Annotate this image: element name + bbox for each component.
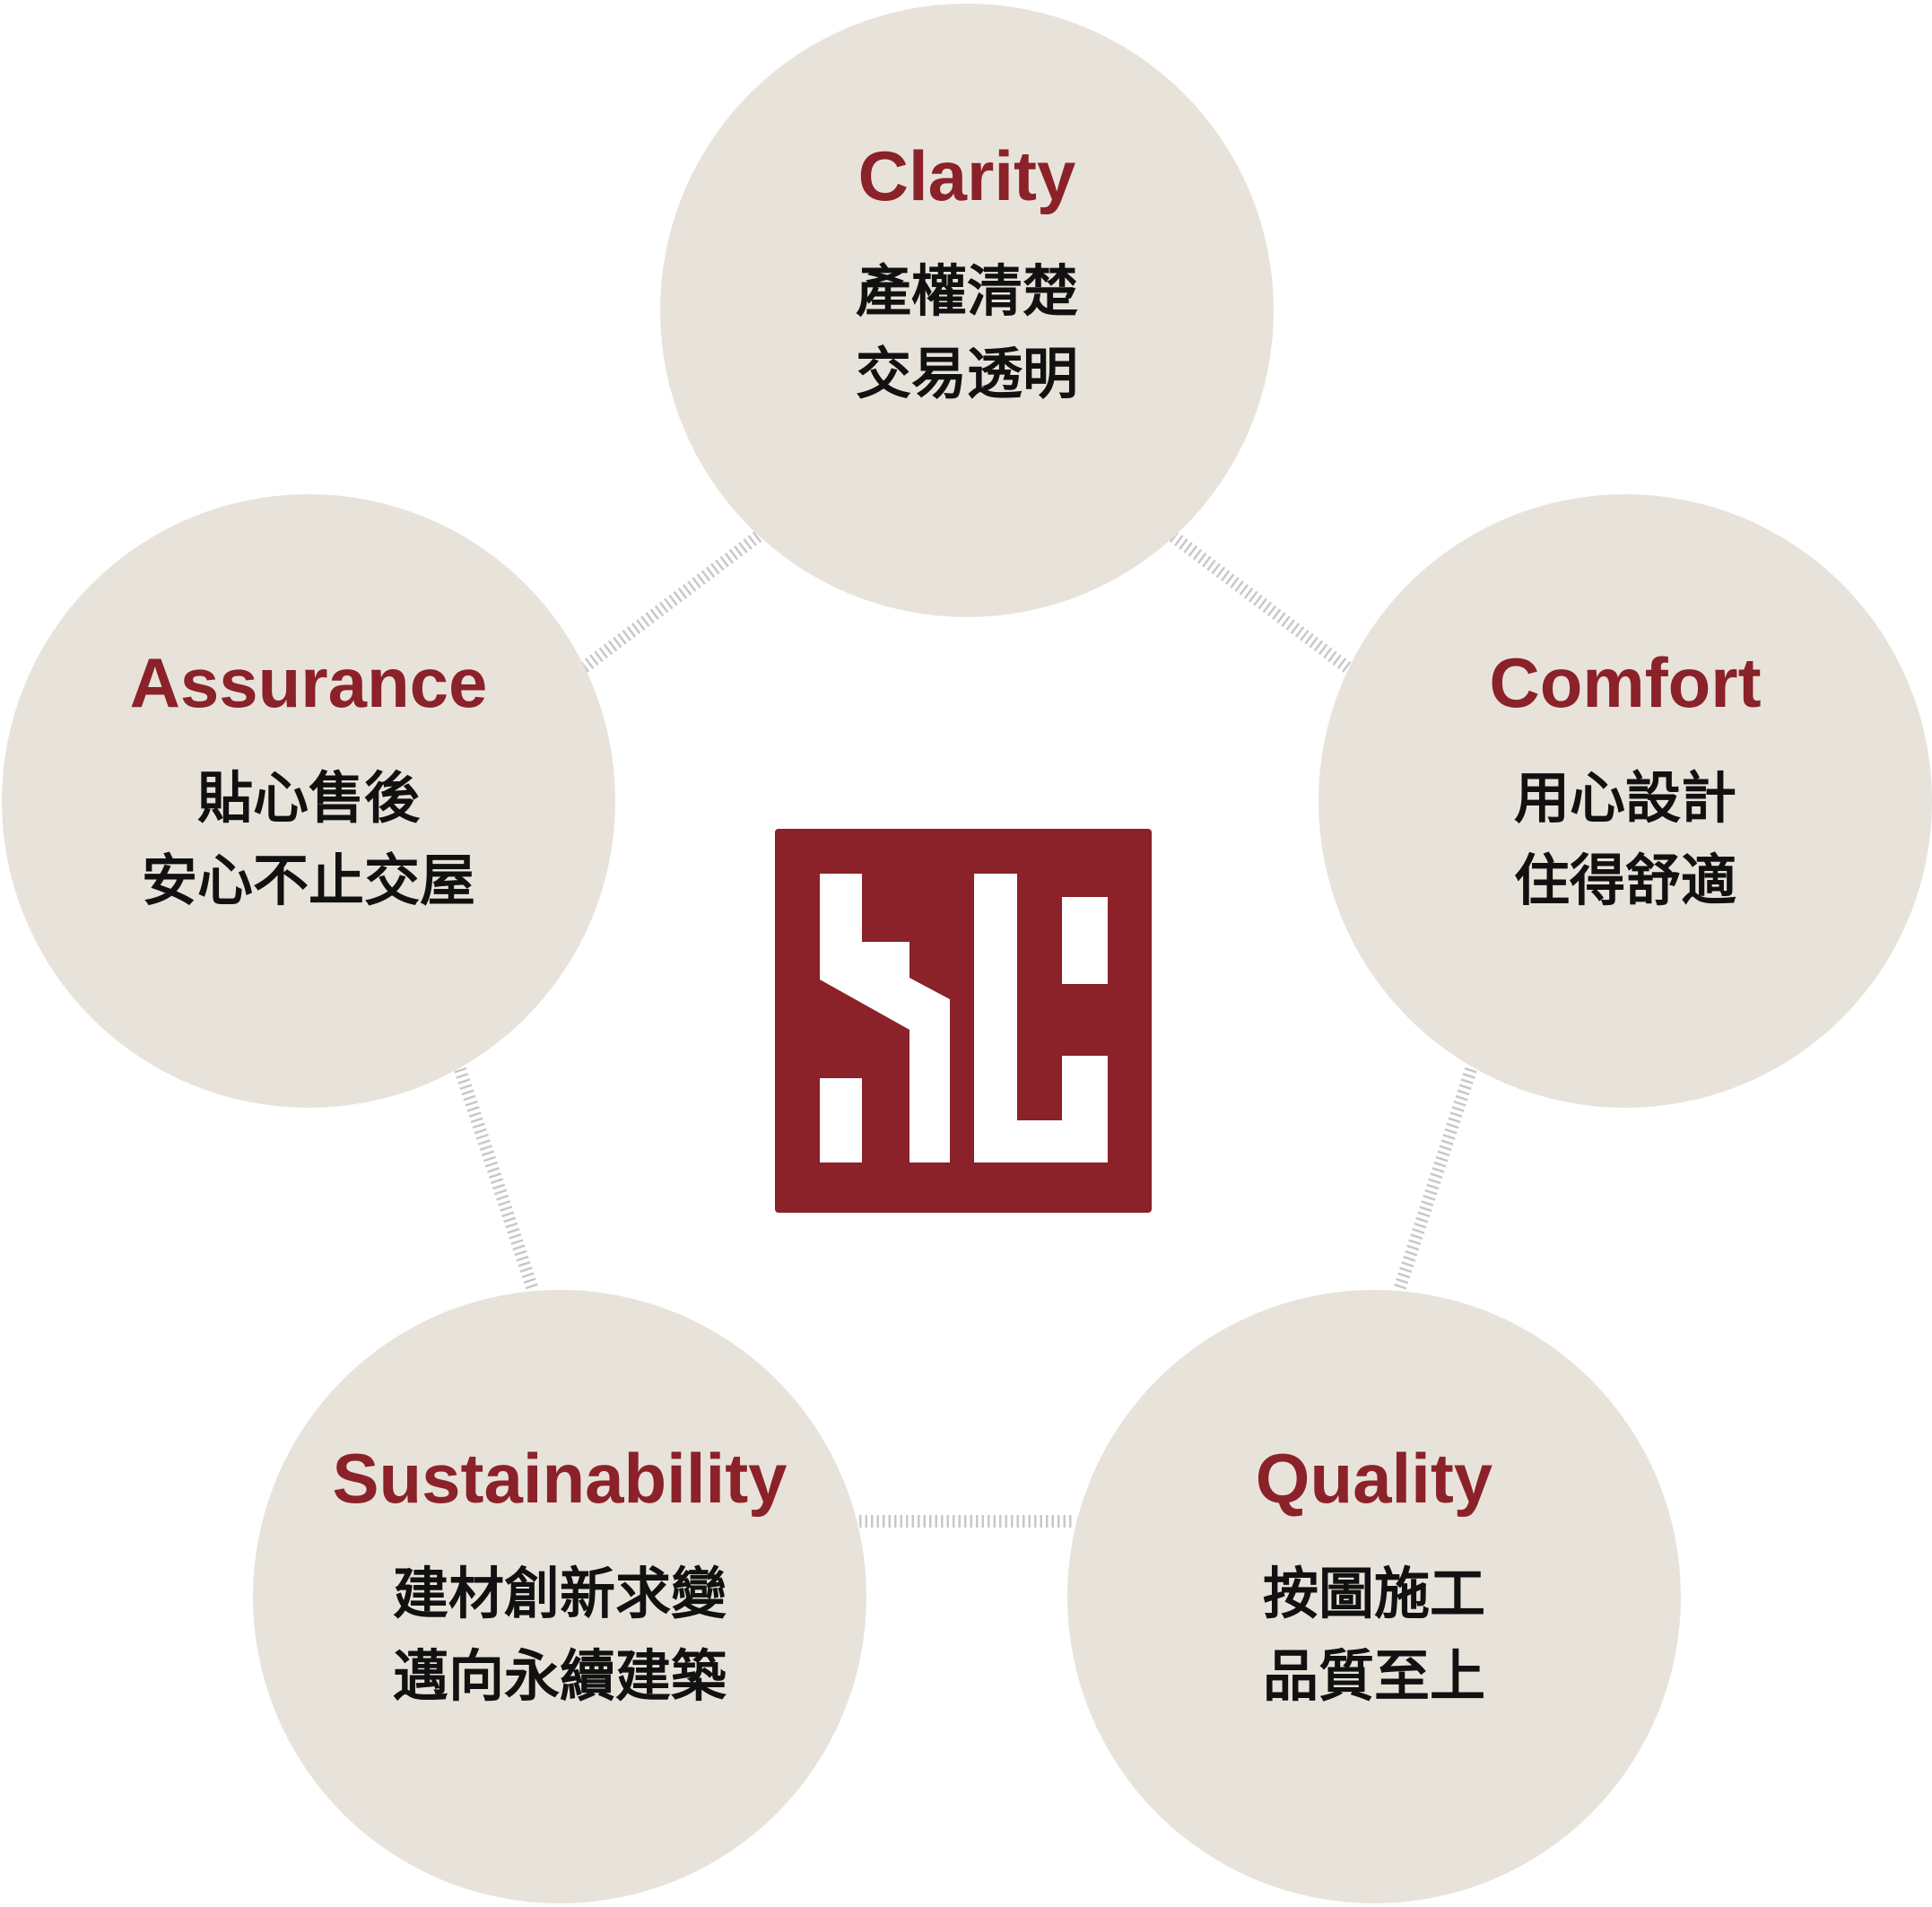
connector-clarity-assurance xyxy=(579,531,762,674)
node-line: 交易透明 xyxy=(855,341,1078,406)
sl-monogram-logo xyxy=(775,829,1152,1213)
node-title: Clarity xyxy=(857,136,1076,215)
node-title: Assurance xyxy=(129,643,488,722)
node-line: 品質至上 xyxy=(1262,1643,1485,1709)
node-line: 產權清楚 xyxy=(855,258,1078,324)
node-comfort: Comfort 用心設計 住得舒適 xyxy=(1318,494,1932,1108)
connector-comfort-quality xyxy=(1393,1067,1477,1293)
node-title: Quality xyxy=(1255,1439,1493,1518)
connector-assurance-sustainability xyxy=(454,1067,539,1293)
node-sustainability: Sustainability 建材創新求變 邁向永續建築 xyxy=(253,1290,866,1903)
logo-mark xyxy=(775,829,1152,1213)
node-line: 貼心售後 xyxy=(196,765,420,831)
node-line: 安心不止交屋 xyxy=(141,848,475,913)
node-line: 建材創新求變 xyxy=(392,1561,727,1626)
node-line: 按圖施工 xyxy=(1262,1561,1485,1626)
connector-clarity-comfort xyxy=(1169,531,1353,674)
node-clarity: Clarity 產權清楚 交易透明 xyxy=(660,4,1274,617)
node-line: 邁向永續建築 xyxy=(392,1643,727,1709)
node-title: Comfort xyxy=(1489,643,1762,722)
node-line: 住得舒適 xyxy=(1513,848,1736,913)
node-title: Sustainability xyxy=(332,1439,788,1518)
node-line: 用心設計 xyxy=(1513,765,1736,831)
node-quality: Quality 按圖施工 品質至上 xyxy=(1067,1290,1681,1903)
node-assurance: Assurance 貼心售後 安心不止交屋 xyxy=(2,494,615,1108)
